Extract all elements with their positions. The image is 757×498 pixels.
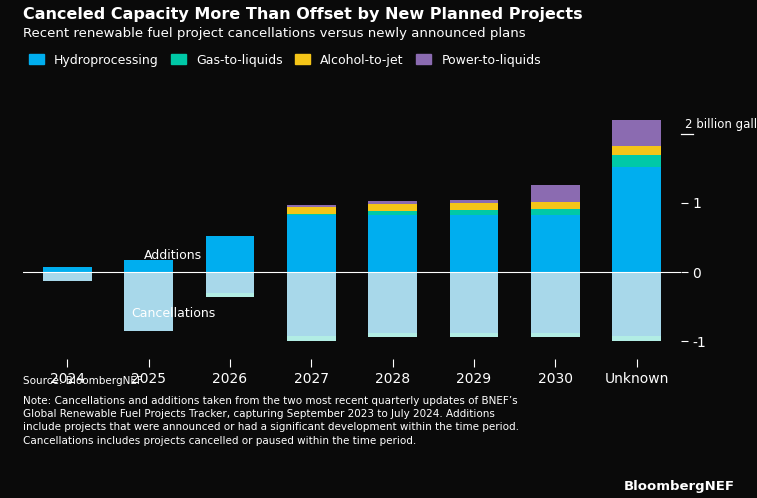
- Bar: [450, 215, 498, 272]
- Bar: [206, 293, 254, 297]
- Bar: [43, 267, 92, 272]
- Bar: [43, 272, 92, 281]
- Bar: [206, 272, 254, 293]
- Bar: [612, 155, 661, 167]
- Bar: [450, 203, 498, 210]
- Bar: [287, 337, 336, 341]
- Bar: [612, 167, 661, 272]
- Bar: [368, 333, 417, 337]
- Text: Note: Cancellations and additions taken from the two most recent quarterly updat: Note: Cancellations and additions taken …: [23, 396, 519, 446]
- Bar: [368, 272, 417, 333]
- Text: Additions: Additions: [144, 249, 202, 262]
- Bar: [612, 146, 661, 155]
- Bar: [450, 272, 498, 333]
- Bar: [531, 209, 580, 215]
- Bar: [287, 215, 336, 272]
- Bar: [368, 201, 417, 204]
- Bar: [531, 215, 580, 272]
- Bar: [368, 211, 417, 215]
- Text: Source: BloombergNEF: Source: BloombergNEF: [23, 376, 142, 386]
- Bar: [612, 272, 661, 337]
- Text: Canceled Capacity More Than Offset by New Planned Projects: Canceled Capacity More Than Offset by Ne…: [23, 7, 582, 22]
- Bar: [124, 272, 173, 331]
- Bar: [287, 272, 336, 337]
- Text: BloombergNEF: BloombergNEF: [623, 480, 734, 493]
- Bar: [531, 202, 580, 209]
- Bar: [287, 207, 336, 214]
- Bar: [206, 236, 254, 272]
- Bar: [287, 214, 336, 215]
- Text: Cancellations: Cancellations: [131, 307, 215, 320]
- Bar: [531, 272, 580, 333]
- Text: 2 billion gallons per year: 2 billion gallons per year: [684, 119, 757, 131]
- Bar: [124, 259, 173, 272]
- Text: Recent renewable fuel project cancellations versus newly announced plans: Recent renewable fuel project cancellati…: [23, 27, 525, 40]
- Bar: [450, 210, 498, 215]
- Bar: [368, 204, 417, 211]
- Bar: [612, 120, 661, 146]
- Bar: [531, 185, 580, 202]
- Bar: [287, 205, 336, 207]
- Bar: [450, 333, 498, 337]
- Bar: [612, 337, 661, 341]
- Bar: [531, 333, 580, 337]
- Legend: Hydroprocessing, Gas-to-liquids, Alcohol-to-jet, Power-to-liquids: Hydroprocessing, Gas-to-liquids, Alcohol…: [29, 54, 541, 67]
- Bar: [368, 215, 417, 272]
- Bar: [450, 200, 498, 203]
